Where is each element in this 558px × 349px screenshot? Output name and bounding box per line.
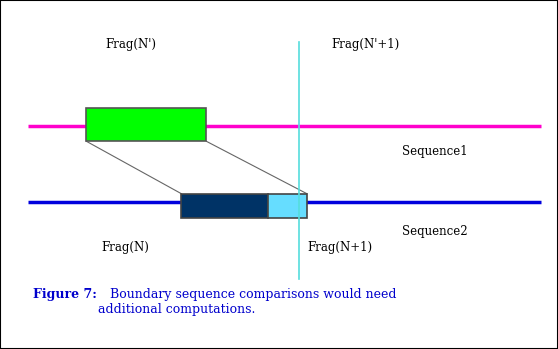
Text: Frag(N+1): Frag(N+1) [308, 241, 373, 254]
Bar [181, 194, 268, 218]
Text: Frag(N): Frag(N) [102, 241, 150, 254]
Text: Frag(N'+1): Frag(N'+1) [331, 38, 400, 51]
Text: Frag(N'): Frag(N') [105, 38, 157, 51]
Text: Sequence2: Sequence2 [402, 225, 468, 238]
Text: Sequence1: Sequence1 [402, 145, 468, 158]
Text: Figure 7:: Figure 7: [33, 288, 97, 301]
Bar [86, 108, 206, 141]
Bar [268, 194, 307, 218]
Text: Boundary sequence comparisons would need
additional computations.: Boundary sequence comparisons would need… [98, 288, 396, 316]
